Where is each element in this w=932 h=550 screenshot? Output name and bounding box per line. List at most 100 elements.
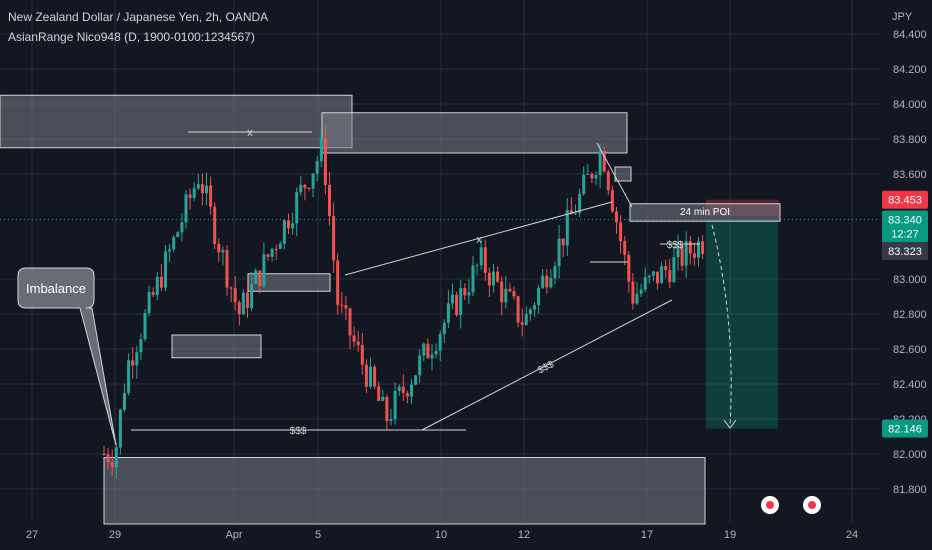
candle-body	[426, 343, 430, 359]
candle-body	[373, 366, 377, 387]
zones	[0, 94, 781, 525]
candle-body	[336, 260, 340, 305]
price-tag	[882, 190, 928, 209]
supply-zone-left	[0, 94, 353, 149]
candle-body	[180, 222, 184, 233]
candle-body	[643, 277, 647, 290]
candle-body	[311, 173, 315, 189]
candle-body	[123, 393, 126, 410]
candle-body	[479, 247, 483, 266]
candle-body	[270, 248, 274, 257]
candle-body	[606, 171, 610, 191]
take-profit-area	[706, 219, 778, 429]
price-tag	[882, 419, 928, 438]
candle-body	[512, 291, 516, 297]
candle-body	[151, 292, 155, 295]
candle-body	[569, 210, 573, 215]
candle-body	[369, 366, 372, 387]
zone-tiny	[614, 166, 632, 182]
candle-body	[639, 289, 643, 294]
candle-body	[401, 386, 405, 393]
candle-body	[250, 284, 254, 309]
candle-body	[196, 184, 200, 189]
candle-body	[676, 245, 680, 258]
candle-body	[455, 294, 459, 315]
candle-body	[266, 254, 270, 257]
candle-body	[127, 360, 131, 394]
indicator-title: AsianRange Nico948 (D, 1900-0100:1234567…	[8, 30, 255, 44]
candle-body	[295, 192, 299, 224]
candle-body	[393, 391, 397, 420]
candle-body	[389, 419, 393, 422]
candle-body	[159, 276, 163, 288]
candle-body	[541, 275, 545, 288]
candle-body	[155, 276, 159, 295]
supply-zone-top	[321, 112, 628, 154]
candle-body	[246, 292, 249, 309]
candle-body	[176, 232, 180, 237]
candle-body	[545, 275, 549, 288]
candle-body	[110, 462, 114, 468]
candle-body	[701, 241, 705, 254]
candle-body	[557, 238, 561, 267]
candle-body	[438, 334, 442, 351]
candle-body	[307, 188, 311, 190]
y-tick-label: 82.400	[893, 379, 927, 391]
candle-body	[405, 392, 409, 397]
candle-body	[602, 150, 606, 172]
candle-body	[282, 220, 286, 244]
candle-body	[184, 194, 188, 223]
x-tick-label: 10	[435, 529, 447, 541]
price-tag-label: 82.146	[888, 423, 922, 435]
x-tick-label: Apr	[225, 529, 242, 541]
candle-body	[303, 184, 307, 189]
imbalance-label: Imbalance	[26, 281, 86, 296]
price-tag-label: 12:27	[891, 229, 919, 241]
candle-body	[209, 185, 213, 207]
candle-body	[664, 266, 668, 271]
candle-body	[102, 454, 106, 455]
candle-body	[680, 245, 684, 266]
zone-small-mid	[247, 273, 331, 292]
candle-body	[340, 304, 344, 306]
candle-body	[684, 241, 688, 266]
candle-body	[377, 386, 381, 401]
candle-body	[364, 364, 368, 387]
candle-body	[549, 278, 553, 288]
candle-body	[471, 265, 475, 293]
currency-label: JPY	[892, 11, 913, 23]
candle-body	[233, 288, 237, 303]
candle-body	[315, 161, 319, 174]
candle-body	[561, 238, 565, 246]
x-tick-label: 12	[518, 529, 530, 541]
projection-arrow	[711, 224, 732, 426]
candle-body	[520, 322, 524, 326]
y-tick-label: 82.000	[893, 449, 927, 461]
candle-body	[118, 409, 122, 448]
candle-body	[656, 271, 659, 284]
candle-body	[213, 206, 217, 244]
poi-zone	[629, 203, 781, 222]
candle-body	[463, 288, 467, 296]
candle-body	[565, 210, 569, 246]
candles	[102, 125, 705, 479]
candle-body	[114, 447, 118, 468]
candle-body	[483, 247, 487, 273]
candle-body	[319, 138, 323, 162]
candle-body	[508, 288, 512, 292]
candle-body	[147, 292, 151, 313]
candle-body	[533, 305, 536, 310]
candle-body	[516, 296, 520, 323]
x-tick-label: 29	[109, 529, 121, 541]
candle-body	[422, 343, 426, 356]
candle-body	[590, 173, 594, 179]
candle-body	[668, 270, 672, 283]
candle-body	[352, 335, 356, 342]
candle-body	[172, 236, 176, 250]
candle-body	[496, 271, 500, 282]
y-tick-label: 83.800	[893, 134, 927, 146]
candle-body	[274, 248, 278, 250]
candle-body	[229, 287, 233, 289]
